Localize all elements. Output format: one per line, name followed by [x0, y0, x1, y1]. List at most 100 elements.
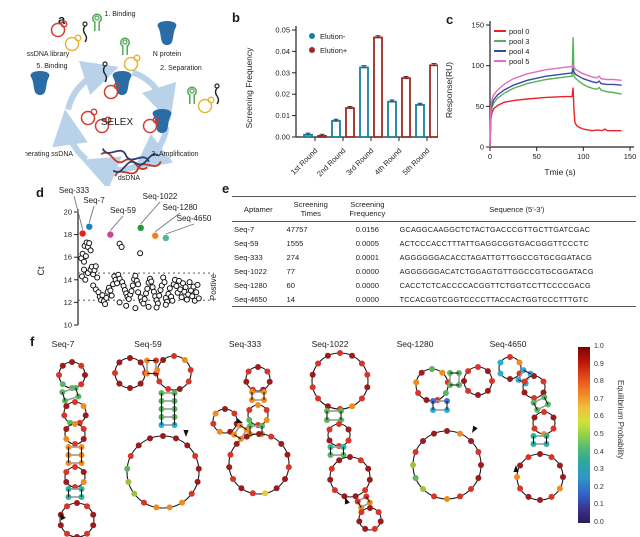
frequency-cell: 0.0156 [355, 224, 379, 234]
nucleotide-dot [415, 390, 422, 396]
d-sample-point [132, 272, 139, 279]
nucleotide-dot [345, 426, 352, 433]
d-sample-point [178, 294, 185, 301]
d-sample-point [161, 279, 168, 286]
aptamer-table: Aptamer Screening Times Screening Frequenc… [232, 196, 636, 307]
nucleotide-dot [124, 465, 131, 472]
d-y-tick-label: 14 [64, 275, 72, 284]
nucleotide-dot [63, 479, 70, 485]
nucleotide-dot [531, 395, 537, 401]
nucleotide-dot [282, 476, 288, 482]
nucleotide-dot [357, 457, 364, 464]
structure-Seq-4650: Seq-4650 [490, 339, 566, 503]
d-sample-point [82, 253, 89, 260]
nucleotide-dot [413, 379, 420, 386]
table-header-2: Screening Frequency [337, 196, 398, 222]
nucleotide-dot [537, 451, 543, 457]
label-n-protein: N protein [153, 51, 182, 58]
d-sample-point [92, 263, 99, 270]
c-y-tick-label: 100 [471, 61, 484, 70]
label-step4: 4. Generating ssDNA [25, 151, 73, 158]
nucleotide-dot [507, 354, 513, 360]
d-point-Seq-4650 [162, 234, 169, 242]
d-y-tick-label: 18 [64, 230, 72, 239]
nucleotide-dot [74, 500, 80, 506]
panel-letter-c: c [446, 12, 454, 27]
nucleotide-dot [231, 410, 238, 417]
bar-Elution+-1st Round [317, 135, 327, 138]
nucleotide-dot [249, 490, 256, 497]
aptamer-cell: Seq-333 [234, 252, 263, 262]
nucleotide-dot [475, 392, 481, 398]
d-sample-point [194, 281, 201, 288]
nucleotide-dot [156, 378, 163, 385]
nucleotide-dot [135, 442, 142, 449]
colorbar-tick-label: 0.1 [594, 501, 604, 509]
nucleotide-dot [478, 462, 484, 468]
nucleotide-dot [263, 407, 270, 413]
c-series-pool 3 [489, 37, 622, 148]
nucleotide-dot [541, 394, 548, 401]
nucleotide-dot [80, 403, 87, 410]
sequence-cell: ACTCCCACCTTTATTGAGGCGGTGACGGGTTCCCTC [399, 238, 589, 248]
d-sample-point [108, 292, 115, 299]
aptamer-cell: Seq-7 [234, 224, 255, 234]
d-label-Seq-1280: Seq-1280 [163, 203, 198, 212]
nucleotide-dot [141, 499, 147, 506]
c-y-tick-label: 50 [476, 102, 484, 111]
d-point-Seq-1280 [152, 232, 159, 239]
d-y-tick-label: 16 [64, 253, 72, 262]
nucleotide-dot [187, 367, 194, 373]
panel-letter-e: e [222, 181, 230, 196]
c-y-axis-title: Response(RU) [444, 62, 454, 118]
nucleotide-dot [475, 364, 481, 370]
dsdna-icon [100, 148, 162, 177]
nucleotide-dot [192, 453, 199, 459]
nucleotide-dot [531, 414, 538, 421]
b-x-tick-label: 4th Round [373, 146, 404, 177]
nucleotide-dot [507, 376, 513, 382]
nucleotide-dot [336, 457, 343, 464]
d-sample-point [81, 258, 87, 265]
nucleotide-dot [84, 503, 90, 510]
nucleotide-dot [160, 357, 167, 363]
loop-backbone [516, 453, 564, 501]
nucleotide-dot [356, 518, 363, 525]
bar-Elution+-4th Round [401, 77, 411, 138]
nucleotide-dot [461, 378, 467, 384]
nucleotide-dot [550, 425, 557, 432]
table-header-1: Screening Times [284, 196, 338, 222]
nucleotide-dot [540, 378, 547, 385]
panel-letter-b: b [232, 10, 240, 25]
aptamer-cell: Seq-1022 [234, 266, 267, 276]
nucleotide-dot [349, 352, 356, 359]
stem-backbone [365, 496, 371, 503]
c-x-tick-label: 0 [488, 152, 492, 161]
d-sample-point [195, 295, 202, 302]
c-x-tick-label: 50 [532, 152, 540, 161]
selex-diagram: 1. Binding ssDNA library N protein 5. Bi… [25, 11, 220, 186]
table-row: Seq-333 274 0.0001 AGGGGGGACACCTAGATTGTTGGC… [232, 250, 636, 264]
b-legend-swatch [309, 47, 315, 53]
table-row: Seq-59 1555 0.0005 ACTCCCACCTTTATTGAGGCGGTG… [232, 236, 636, 250]
colorbar-tick-label: 0.0 [594, 519, 604, 526]
nucleotide-dot [484, 387, 491, 394]
nucleotide-dot [154, 367, 161, 373]
table-row: Seq-1280 60 0.0000 CACCTCTCACCCCACGGTTCTGGT… [232, 278, 636, 292]
colorbar-tick-label: 0.8 [594, 378, 604, 386]
nucleotide-dot [412, 475, 419, 481]
b-x-tick-label: 3rd Round [344, 146, 375, 177]
strand-end-arrow [513, 465, 519, 472]
nucleotide-dot [243, 433, 250, 440]
d-sample-point [135, 289, 142, 296]
nucleotide-dot [540, 389, 547, 396]
structure-title: Seq-7 [52, 339, 75, 349]
aptamer-cell: Seq-4650 [232, 292, 285, 307]
nucleotide-dot [222, 406, 228, 412]
nucleotide-dot [153, 504, 160, 511]
nucleotide-dot [165, 386, 172, 392]
nucleotide-dot [246, 407, 253, 413]
d-y-tick-label: 20 [64, 208, 72, 217]
